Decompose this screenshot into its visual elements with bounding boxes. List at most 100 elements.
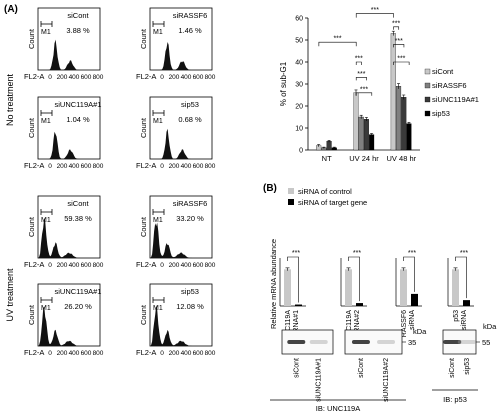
y-tick-label: 0: [299, 148, 303, 155]
y-tick-label: 60: [295, 16, 303, 23]
x-tick-label: 0: [48, 262, 52, 269]
bar: [363, 119, 369, 151]
significance-bracket: [287, 256, 299, 303]
significance-bracket: [355, 77, 367, 81]
significance-label: ***: [333, 36, 341, 43]
gate-label: M1: [41, 29, 51, 36]
x-tick-label: 800: [93, 163, 104, 170]
x-axis-label: FL2-A: [136, 260, 156, 269]
sub-g1-percent: 0.68 %: [178, 115, 202, 124]
x-category-label: UV 24 hr: [349, 154, 379, 163]
flow-histogram: M1 siUNC119A#1 1.04 % Count FL2-A 0 200 400 600 8…: [24, 96, 104, 170]
gate-label: M1: [41, 118, 51, 125]
x-tick-label: 0: [48, 74, 52, 81]
y-axis-label: Count: [27, 216, 36, 237]
significance-bracket: [355, 92, 373, 96]
sample-name: siRASSF6: [173, 199, 208, 208]
flow-histogram: M1 siRASSF6 33.20 % Count FL2-A 0 200 400 600 800: [136, 195, 216, 269]
significance-bracket: [393, 61, 410, 65]
sample-name: siUNC119A#1: [55, 100, 102, 109]
sub-g1-percent: 59.38 %: [64, 214, 92, 223]
bar: [369, 134, 375, 151]
x-tick-label: 600: [193, 74, 204, 81]
significance-bracket: [348, 256, 360, 302]
protein-band: [351, 340, 370, 344]
x-tick-label: 400: [181, 350, 192, 357]
y-axis-label: Count: [27, 304, 36, 325]
legend-label: siCont: [432, 67, 454, 76]
x-tick-label: 200: [169, 74, 180, 81]
significance-label: ***: [395, 38, 403, 45]
significance-label: ***: [355, 56, 363, 63]
x-tick-label: 0: [160, 74, 164, 81]
significance-bracket: [393, 26, 400, 30]
bar: [326, 141, 332, 151]
legend-swatch: [288, 188, 294, 194]
sub-g1-bar-chart: 0 10 20 30 40 50 60 % of sub-G1 NT UV 24 hr UV 48 …: [279, 7, 479, 163]
x-tick-label: 800: [93, 350, 104, 357]
x-tick-label: 0: [160, 262, 164, 269]
legend-swatch: [424, 96, 431, 103]
western-blots: siCont siUNC119A#1 siCont siUNC119A#2 35 siCo…: [270, 322, 497, 413]
sub-g1-percent: 12.08 %: [176, 302, 204, 311]
x-axis-label: FL2-A: [136, 72, 156, 81]
lane-label: sip53: [464, 358, 471, 375]
legend-swatch: [424, 110, 431, 117]
y-axis-label: Count: [139, 28, 148, 49]
x-tick-label: 600: [193, 350, 204, 357]
x-tick-label: 200: [169, 262, 180, 269]
sample-name: siUNC119A#1: [55, 287, 102, 296]
gate-label: M1: [153, 217, 163, 224]
legend-label: siRNA of control: [298, 187, 352, 196]
x-axis-label: FL2-A: [136, 348, 156, 357]
sample-name: siCont: [67, 11, 89, 20]
legend-swatch: [424, 68, 431, 75]
x-axis-label: FL2-A: [24, 161, 44, 170]
bar: [345, 269, 352, 306]
lane-label: siUNC119A#2: [383, 358, 390, 402]
sub-g1-percent: 3.88 %: [66, 26, 90, 35]
x-tick-label: 0: [160, 163, 164, 170]
sub-g1-percent: 33.20 %: [176, 214, 204, 223]
significance-label: ***: [371, 7, 379, 14]
bar: [411, 293, 418, 306]
x-tick-label: 200: [57, 350, 68, 357]
x-category-label: siRNA: [461, 310, 468, 330]
significance-bracket: [455, 256, 467, 299]
legend-label: sip53: [432, 109, 450, 118]
x-tick-label: 600: [81, 350, 92, 357]
marker-size: 35: [408, 338, 416, 347]
x-tick-label: 600: [81, 163, 92, 170]
x-category-label: siRNA#1: [293, 310, 300, 338]
x-axis-label: FL2-A: [24, 72, 44, 81]
x-axis-label: FL2-A: [24, 348, 44, 357]
gate-label: M1: [153, 118, 163, 125]
bar: [406, 123, 412, 151]
flow-histogram: M1 siCont 59.38 % Count FL2-A 0 200 400 600 800: [24, 195, 104, 269]
marker-size: 55: [482, 338, 490, 347]
significance-label: ***: [360, 86, 368, 93]
x-tick-label: 600: [81, 262, 92, 269]
bar: [400, 269, 407, 306]
sample-name: siRASSF6: [173, 11, 208, 20]
x-tick-label: 400: [181, 163, 192, 170]
x-category-label: UNC119A: [285, 310, 292, 341]
flow-histogram: M1 siUNC119A#1 26.20 % Count FL2-A 0 200 400 600…: [24, 283, 104, 357]
lane-label: siCont: [449, 358, 456, 378]
x-tick-label: 200: [57, 262, 68, 269]
bar: [395, 86, 402, 151]
lane-label: siCont: [293, 358, 300, 378]
y-axis-label: Count: [27, 117, 36, 138]
legend-swatch: [424, 82, 431, 89]
x-tick-label: 0: [48, 163, 52, 170]
sub-g1-percent: 1.04 %: [66, 115, 90, 124]
blot-frame: [281, 329, 334, 355]
lane-label: siUNC119A#1: [316, 358, 323, 402]
x-tick-label: 400: [69, 163, 80, 170]
x-tick-label: 0: [48, 350, 52, 357]
lane-label: siCont: [358, 358, 365, 378]
y-tick-label: 50: [295, 38, 303, 45]
flow-histogram: M1 sip53 12.08 % Count FL2-A 0 200 400 600 800: [136, 283, 216, 357]
flow-histogram: M1 sip53 0.68 % Count FL2-A 0 200 400 600 800: [136, 96, 216, 170]
